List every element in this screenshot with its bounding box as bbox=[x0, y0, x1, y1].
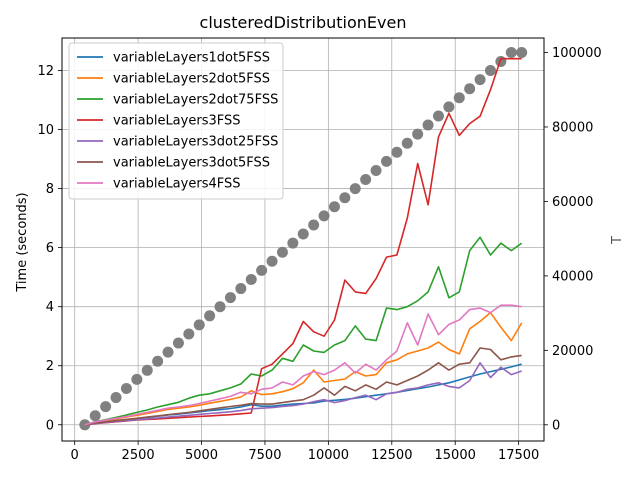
t-marker bbox=[120, 382, 132, 394]
series-lines bbox=[84, 57, 523, 426]
t-marker bbox=[100, 401, 112, 413]
t-marker bbox=[131, 373, 143, 385]
t-marker bbox=[474, 74, 486, 86]
t-marker bbox=[422, 119, 434, 131]
t-marker bbox=[256, 264, 268, 276]
x-tick-label: 5000 bbox=[185, 448, 218, 463]
legend-label: variableLayers3dot5FSS bbox=[113, 156, 270, 171]
t-marker bbox=[89, 410, 101, 422]
t-marker bbox=[360, 174, 372, 186]
t-marker bbox=[339, 192, 351, 204]
x-tick-label: 10000 bbox=[308, 448, 349, 463]
t-marker bbox=[308, 219, 320, 231]
t-marker bbox=[464, 83, 476, 95]
series-line-variableLayers2dot5FSS bbox=[84, 311, 523, 426]
t-marker bbox=[245, 273, 257, 285]
t-marker bbox=[141, 364, 153, 376]
legend-label: variableLayers3FSS bbox=[113, 114, 241, 129]
t-marker bbox=[266, 255, 278, 267]
t-series-markers bbox=[79, 47, 528, 431]
t-marker bbox=[235, 283, 247, 295]
legend-label: variableLayers3dot25FSS bbox=[113, 135, 278, 150]
t-marker bbox=[318, 210, 330, 222]
legend-label: variableLayers2dot75FSS bbox=[113, 93, 278, 108]
t-marker bbox=[110, 392, 122, 404]
t-marker bbox=[193, 319, 205, 331]
t-marker bbox=[328, 201, 340, 213]
x-tick-label: 0 bbox=[71, 448, 79, 463]
y-axis-label: Time (seconds) bbox=[15, 192, 30, 292]
x-tick-label: 7500 bbox=[248, 448, 281, 463]
series-line-variableLayers3dot5FSS bbox=[84, 347, 522, 426]
legend-label: variableLayers1dot5FSS bbox=[113, 51, 270, 66]
y2-tick-label: 0 bbox=[552, 418, 560, 433]
series-line-variableLayers3dot25FSS bbox=[84, 361, 522, 426]
legend-box bbox=[68, 42, 284, 200]
t-marker bbox=[484, 65, 496, 77]
legend-label: variableLayers4FSS bbox=[113, 177, 241, 192]
series-line-variableLayers2dot75FSS bbox=[84, 236, 523, 426]
y2-tick-label: 20000 bbox=[552, 344, 593, 359]
y-tick-label: 4 bbox=[46, 300, 54, 315]
y-axis-ticks: 0 2 4 6 8 10 12 bbox=[37, 64, 62, 433]
t-marker bbox=[443, 101, 455, 113]
t-marker bbox=[505, 47, 517, 59]
t-marker bbox=[349, 183, 361, 195]
y-tick-label: 6 bbox=[46, 241, 54, 256]
chart-title: clusteredDistributionEven bbox=[200, 13, 407, 32]
t-marker bbox=[495, 55, 507, 67]
t-marker bbox=[162, 346, 174, 358]
x-tick-label: 15000 bbox=[435, 448, 476, 463]
y2-tick-label: 80000 bbox=[552, 120, 593, 135]
t-marker bbox=[183, 328, 195, 340]
t-marker bbox=[152, 355, 164, 367]
y2-tick-label: 60000 bbox=[552, 195, 593, 210]
y2-tick-label: 40000 bbox=[552, 269, 593, 284]
t-marker bbox=[391, 146, 403, 158]
y-tick-label: 0 bbox=[46, 418, 54, 433]
x-tick-label: 2500 bbox=[122, 448, 155, 463]
series-line-variableLayers3FSS bbox=[84, 57, 522, 426]
y-tick-label: 2 bbox=[46, 359, 54, 374]
y2-tick-label: 100000 bbox=[552, 46, 602, 61]
y-tick-label: 10 bbox=[37, 123, 54, 138]
t-marker bbox=[224, 292, 236, 304]
legend-label: variableLayers2dot5FSS bbox=[113, 72, 270, 87]
t-marker bbox=[297, 228, 309, 240]
t-marker bbox=[516, 47, 528, 59]
series-line-variableLayers4FSS bbox=[84, 304, 522, 426]
t-marker bbox=[453, 92, 465, 104]
legend: variableLayers1dot5FSS variableLayers2dot… bbox=[68, 42, 284, 200]
x-tick-label: 17500 bbox=[498, 448, 539, 463]
x-axis-ticks: 0 2500 5000 7500 10000 12500 15000 17500 bbox=[71, 441, 539, 463]
t-marker bbox=[370, 164, 382, 176]
t-marker bbox=[432, 110, 444, 122]
y2-axis-label: T bbox=[610, 236, 625, 245]
t-marker bbox=[172, 337, 184, 349]
x-tick-label: 12500 bbox=[371, 448, 412, 463]
t-marker bbox=[380, 155, 392, 167]
t-marker bbox=[204, 310, 216, 322]
y-tick-label: 8 bbox=[46, 182, 54, 197]
t-marker bbox=[214, 301, 226, 313]
y2-axis-ticks: 0 20000 40000 60000 80000 100000 bbox=[544, 46, 602, 433]
t-marker bbox=[412, 128, 424, 140]
y-tick-label: 12 bbox=[37, 64, 54, 79]
t-marker bbox=[276, 246, 288, 258]
t-marker bbox=[401, 137, 413, 149]
plot-frame bbox=[61, 37, 545, 442]
t-marker bbox=[287, 237, 299, 249]
